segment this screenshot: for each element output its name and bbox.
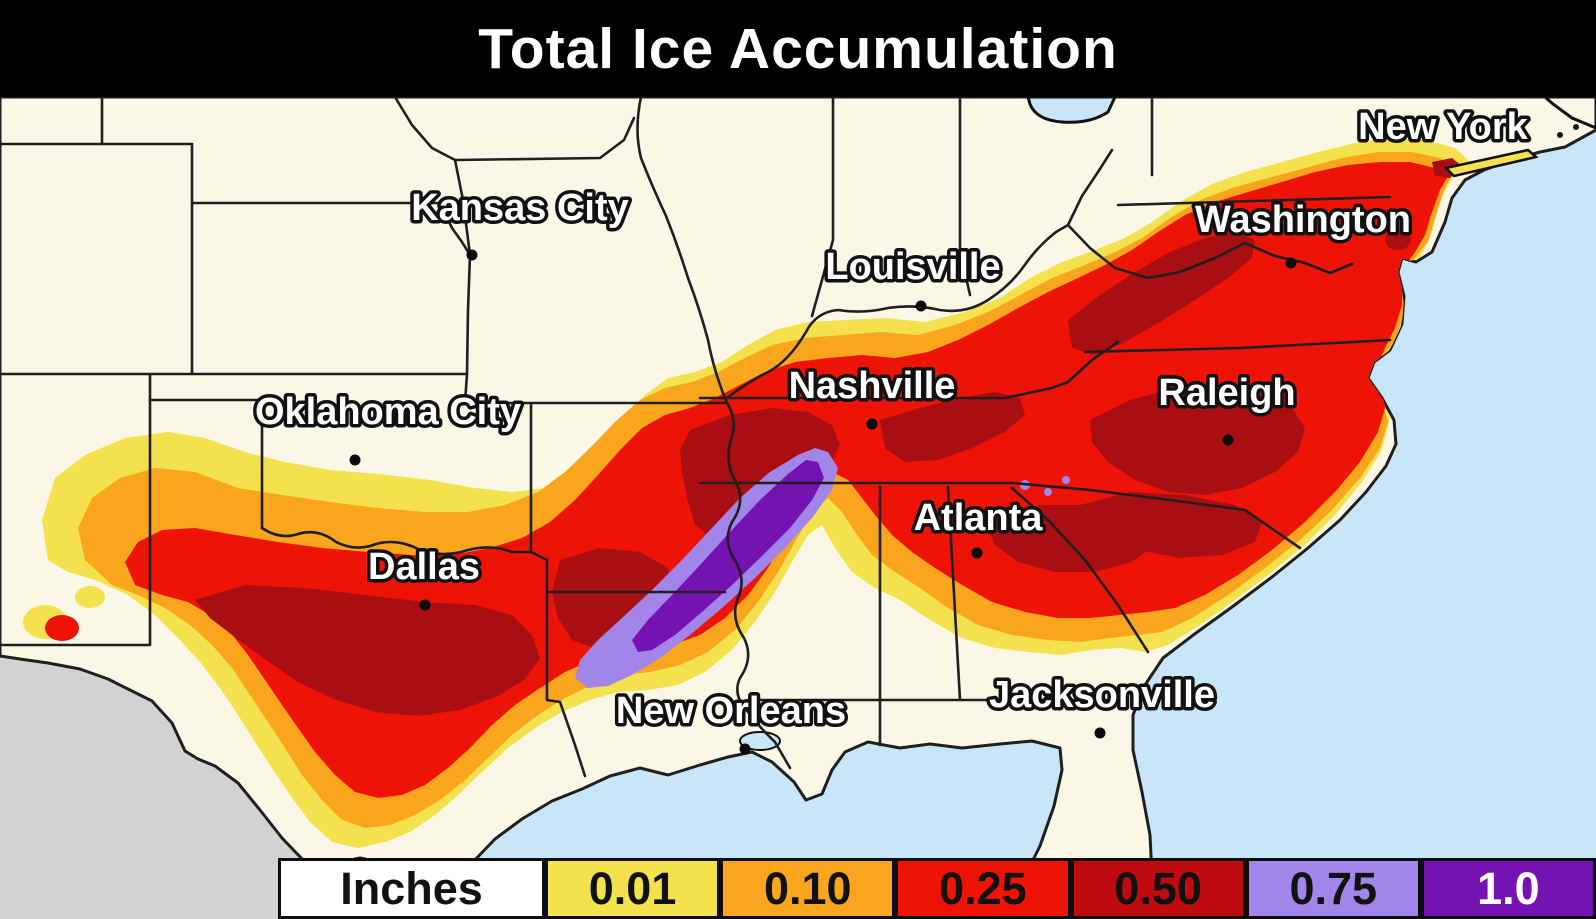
city-label-raleigh: Raleigh [1158,372,1295,414]
city-label-kansas-city: Kansas City [411,187,629,229]
coast-island-dot [1573,124,1579,130]
city-label-nashville: Nashville [789,365,956,407]
city-dot-kansas-city [466,249,478,261]
legend-item-value: 0.25 [939,863,1027,914]
city-label-oklahoma-city: Oklahoma City [255,391,521,433]
city-dot-raleigh [1222,434,1234,446]
city-dot-washington [1285,257,1297,269]
city-dot-new-orleans [739,743,751,755]
legend-item-value: 0.01 [588,863,677,914]
ice-band-1-0 [632,460,824,652]
legend-bar: Inches 0.01 0.10 0.25 0.50 0.75 1.0 [278,858,1596,919]
ice-patch-red-west [45,615,79,641]
city-dot-oklahoma-city [349,454,361,466]
city-label-louisville: Louisville [825,246,1000,288]
title-bar: Total Ice Accumulation [0,0,1596,97]
legend-item-value: 1.0 [1477,863,1540,914]
city-label-atlanta: Atlanta [914,497,1044,539]
legend-item-1.0: 1.0 [1420,858,1596,919]
ice-patch-yellow-west-2 [75,586,105,608]
city-dot-dallas [419,599,431,611]
city-label-jacksonville: Jacksonville [989,674,1215,716]
legend-item-0.01: 0.01 [545,858,721,919]
city-dot-nashville [866,418,878,430]
legend-unit-label: Inches [340,863,483,914]
coast-island-dot [1557,132,1563,138]
legend-item-0.10: 0.10 [720,858,896,919]
mexico-region [0,656,449,919]
city-dot-louisville [915,300,927,312]
map-title: Total Ice Accumulation [478,16,1118,81]
city-dot-atlanta [971,547,983,559]
legend-item-0.25: 0.25 [895,858,1071,919]
state-borders [0,95,1392,778]
legend-item-value: 0.50 [1114,863,1202,914]
city-labels-layer: Kansas City Louisville New York Washington O… [251,103,1532,755]
city-label-new-orleans: New Orleans [616,690,846,732]
legend-unit-box: Inches [278,858,545,919]
legend-item-0.50: 0.50 [1070,858,1246,919]
legend-item-0.75: 0.75 [1245,858,1421,919]
legend-item-value: 0.10 [763,863,852,914]
lake-erie [1026,95,1118,124]
legend-item-value: 0.75 [1289,863,1378,914]
city-label-dallas: Dallas [368,546,480,588]
city-label-washington: Washington [1195,199,1411,241]
long-island [1443,148,1539,178]
city-label-new-york: New York [1358,106,1529,148]
city-dot-jacksonville [1094,727,1106,739]
new-england-corner [1541,95,1596,130]
